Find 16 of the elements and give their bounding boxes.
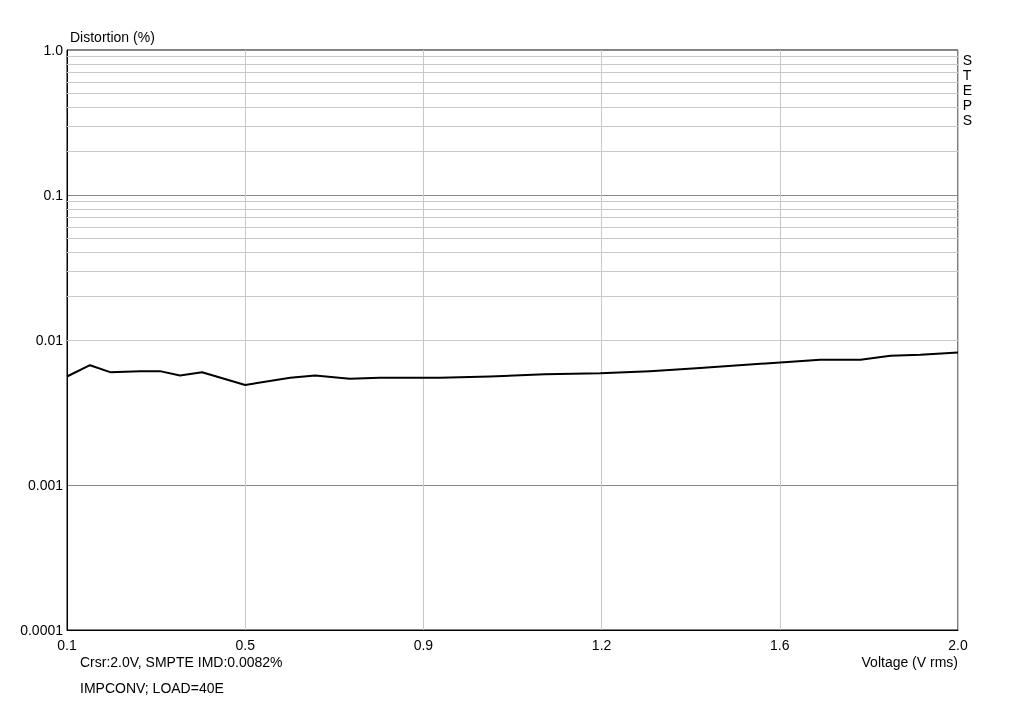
x-tick-label: 1.6 bbox=[770, 637, 790, 653]
text: IMPCONV; LOAD=40E bbox=[80, 680, 224, 696]
y-tick-label: 0.001 bbox=[27, 477, 64, 493]
x-tick-label: 2.0 bbox=[948, 637, 968, 653]
x-tick-label: 1.2 bbox=[591, 637, 612, 653]
x-tick-label: 0.9 bbox=[413, 637, 434, 653]
y-tick-label: 1.0 bbox=[43, 42, 64, 58]
text: STEPS bbox=[962, 51, 973, 128]
x-axis-title: Voltage (V rms) bbox=[861, 654, 959, 670]
y-axis-title: Distortion (%) bbox=[70, 29, 155, 45]
text: Crsr:2.0V, SMPTE IMD:0.0082% bbox=[80, 654, 283, 670]
x-tick-label: 0.1 bbox=[57, 637, 77, 653]
y-tick-label: 0.01 bbox=[35, 332, 64, 348]
x-tick-label: 0.5 bbox=[235, 637, 256, 653]
y-tick-label: 0.1 bbox=[43, 187, 64, 203]
y-tick-label: 0.0001 bbox=[20, 622, 64, 638]
